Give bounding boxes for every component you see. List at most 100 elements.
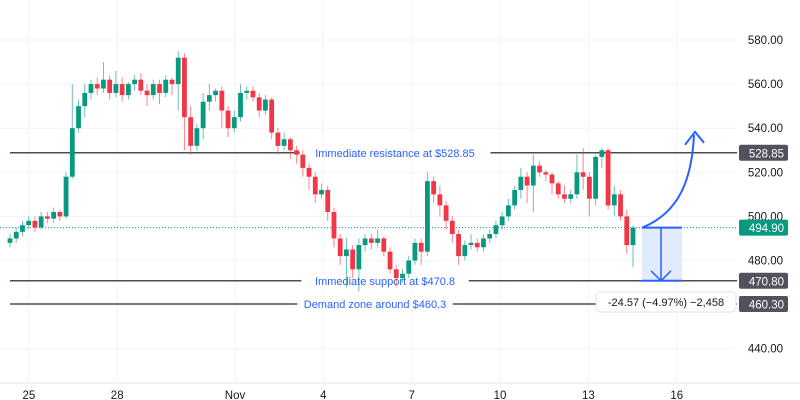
candle-body xyxy=(618,194,623,217)
measure-box xyxy=(642,227,682,281)
price-axis[interactable]: 580.00560.00540.00520.00500.00480.00440.… xyxy=(739,35,788,356)
candle-body xyxy=(82,92,88,107)
candle-body xyxy=(132,79,137,85)
candle-body xyxy=(468,242,474,246)
candle-body xyxy=(493,225,499,235)
candle-body xyxy=(356,245,362,270)
measure-tooltip-text: -24.57 (−4.97%) −2,458 xyxy=(608,297,724,309)
level-annotation: Immediate support at $470.8 xyxy=(315,276,455,288)
candle-body xyxy=(344,249,349,257)
candle-body xyxy=(269,99,275,133)
time-tick-label: 4 xyxy=(320,390,327,400)
candle-body xyxy=(294,150,299,155)
candle-body xyxy=(287,139,293,151)
candle-body xyxy=(449,220,455,235)
time-tick-label: 13 xyxy=(582,390,595,400)
candle-body xyxy=(443,205,449,221)
candle-body xyxy=(481,238,486,248)
candle-body xyxy=(599,150,605,157)
candle-body xyxy=(331,211,337,239)
candle-body xyxy=(400,273,405,279)
candle-body xyxy=(555,183,561,195)
price-badge-label: 460.30 xyxy=(749,299,784,311)
drawings: -24.57 (−4.97%) −2,458 xyxy=(595,130,737,313)
candle-body xyxy=(337,238,343,257)
candle-body xyxy=(119,84,125,96)
candle-body xyxy=(194,128,200,146)
candle-body xyxy=(319,189,324,195)
candle-body xyxy=(107,79,113,93)
candle-body xyxy=(94,84,100,89)
price-badge xyxy=(739,272,788,289)
candle-body xyxy=(456,234,461,257)
candle-body xyxy=(163,79,169,93)
candle-body xyxy=(524,176,530,186)
price-tick-label: 580.00 xyxy=(748,35,783,47)
candle-body xyxy=(213,90,218,96)
candle-body xyxy=(412,242,418,261)
candle-body xyxy=(518,176,524,190)
up-arrow-icon xyxy=(684,130,705,146)
candle-body xyxy=(611,194,617,206)
candle-body xyxy=(537,165,542,173)
candle-body xyxy=(624,216,630,246)
candle-body xyxy=(381,238,387,252)
candle-body xyxy=(256,97,262,111)
candle-body xyxy=(362,238,368,246)
time-tick-label: 7 xyxy=(408,390,414,400)
candle-body xyxy=(506,205,511,217)
candle-body xyxy=(225,110,231,129)
candle-body xyxy=(562,194,567,199)
level-annotation: Immediate resistance at $528.85 xyxy=(315,148,475,160)
price-badge xyxy=(739,295,788,312)
time-tick-label: 16 xyxy=(670,390,683,400)
candle-body xyxy=(499,216,505,226)
candle-body xyxy=(574,172,580,195)
candle-body xyxy=(113,84,119,93)
level-lines: Immediate resistance at $528.85 Immediate… xyxy=(0,145,737,311)
time-tick-label: 10 xyxy=(494,390,507,400)
candles xyxy=(7,51,636,292)
level-annotation-bg xyxy=(301,273,469,287)
candle-body xyxy=(150,84,156,96)
candle-body xyxy=(437,194,443,206)
price-tick-label: 520.00 xyxy=(748,167,783,179)
price-tick-label: 540.00 xyxy=(748,123,783,135)
candle-body xyxy=(182,57,187,118)
candle-body xyxy=(406,260,412,274)
candle-body xyxy=(630,227,636,246)
candle-body xyxy=(13,231,19,239)
grid xyxy=(0,0,800,384)
price-tick-label: 560.00 xyxy=(748,79,783,91)
measure-tooltip xyxy=(595,291,737,313)
candle-body xyxy=(543,172,549,175)
candle-body xyxy=(125,84,131,96)
candle-body xyxy=(474,242,480,248)
price-badge xyxy=(739,144,788,161)
level-annotation-bg xyxy=(297,296,453,310)
candle-body xyxy=(512,189,518,206)
candle-body xyxy=(312,176,318,195)
candle-body xyxy=(350,249,356,270)
candle-body xyxy=(51,211,57,219)
candle-body xyxy=(368,238,374,243)
candle-body xyxy=(393,269,399,279)
time-tick-label: 25 xyxy=(22,390,35,400)
candle-body xyxy=(250,90,256,98)
price-badge xyxy=(739,219,788,236)
candle-body xyxy=(69,128,75,177)
candle-body xyxy=(44,216,50,219)
candle-body xyxy=(418,242,424,252)
candle-body xyxy=(325,189,331,212)
time-tick-label: 28 xyxy=(111,390,124,400)
candle-body xyxy=(206,95,212,102)
candle-body xyxy=(244,90,250,93)
candle-body xyxy=(593,156,599,199)
candle-body xyxy=(387,251,393,270)
time-axis[interactable]: 25 28 Nov 4 7 10 13 16 xyxy=(22,390,683,400)
candle-body xyxy=(275,132,281,146)
candle-body xyxy=(530,165,536,186)
price-badge-label: 528.85 xyxy=(749,148,784,160)
candle-body xyxy=(7,238,13,243)
